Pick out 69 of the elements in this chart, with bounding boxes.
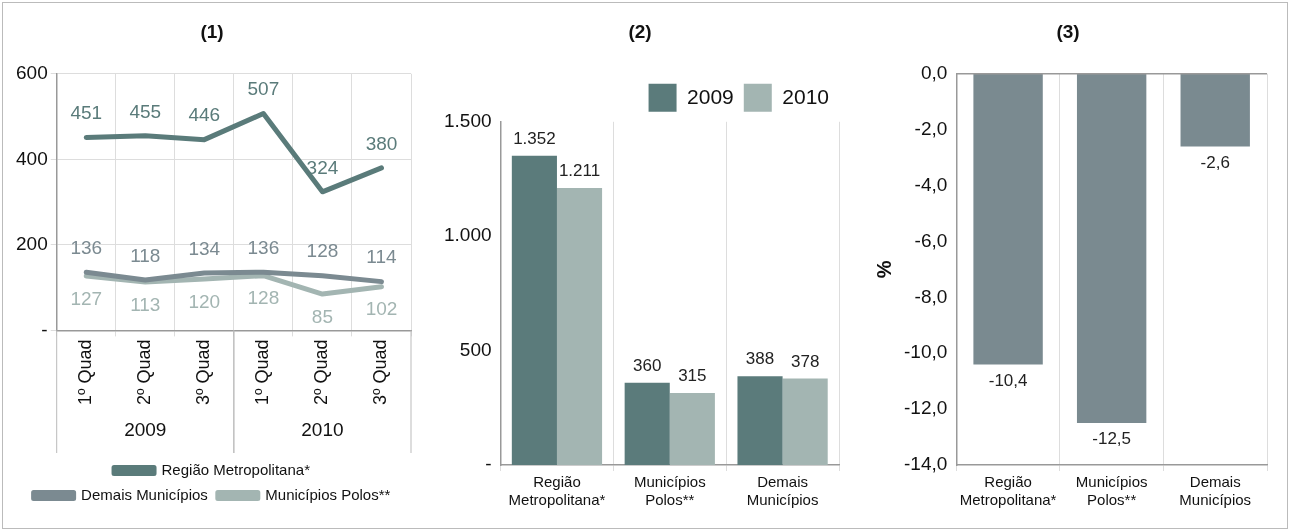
x-tick-label: Região Metropolitana* — [959, 473, 1057, 509]
data-label: 1.211 — [558, 161, 601, 181]
data-label: 380 — [365, 132, 398, 154]
data-label: 134 — [188, 237, 221, 259]
y-axis-title: % — [872, 260, 895, 279]
bar — [556, 187, 603, 465]
data-label: 315 — [678, 366, 707, 386]
y-tick-label: -8,0 — [914, 285, 948, 307]
y-tick-label: 600 — [16, 62, 48, 84]
data-label: 136 — [247, 236, 280, 258]
y-tick-label: 200 — [16, 233, 48, 255]
data-label: 507 — [247, 78, 280, 100]
x-tick-label: 3º Quad — [370, 339, 391, 406]
bar — [624, 382, 670, 465]
y-tick-label: 500 — [459, 338, 492, 360]
legend-label: Região Metropolitana* — [161, 460, 311, 478]
bar — [669, 392, 715, 465]
data-label: 378 — [790, 351, 820, 371]
chart-title: (1) — [200, 20, 224, 42]
y-tick-label: 400 — [16, 147, 48, 169]
data-label: -10,4 — [988, 370, 1028, 390]
bar — [782, 378, 828, 465]
y-tick-label: -2,0 — [914, 117, 948, 139]
data-label: -2,6 — [1200, 152, 1230, 172]
data-label: 451 — [70, 102, 103, 124]
data-label: 360 — [633, 355, 662, 375]
data-label: 118 — [130, 244, 161, 266]
data-label: 128 — [247, 287, 280, 309]
data-label: 136 — [70, 236, 103, 258]
legend-label: 2009 — [687, 84, 734, 108]
x-tick-label: 1º Quad — [252, 339, 273, 406]
x-tick-label: 2º Quad — [134, 339, 155, 406]
y-tick-label: -10,0 — [903, 341, 948, 363]
x-tick-label: Região Metropolitana* — [508, 473, 606, 509]
x-tick-label: Demais Municípios — [1179, 473, 1252, 509]
bar — [737, 376, 783, 465]
y-tick-label: 1.500 — [444, 110, 492, 132]
data-label: 113 — [130, 293, 161, 315]
y-tick-label: - — [485, 453, 492, 475]
x-tick-label: Municípios Polos** — [633, 473, 706, 509]
bar — [511, 155, 557, 465]
data-label: -12,5 — [1092, 429, 1132, 449]
text: 2009 — [124, 419, 167, 441]
x-tick-label: 3º Quad — [193, 339, 214, 406]
y-tick-label: -4,0 — [914, 173, 948, 195]
data-label: 1.352 — [513, 128, 556, 148]
y-tick-label: 0,0 — [920, 62, 948, 84]
text: 2010 — [301, 419, 344, 441]
y-tick-label: -12,0 — [903, 397, 948, 419]
y-tick-label: - — [41, 318, 48, 340]
x-tick-label: Municípios Polos** — [1075, 473, 1148, 509]
legend-label: 2010 — [782, 84, 829, 108]
data-label: 102 — [365, 298, 398, 320]
data-label: 455 — [129, 100, 162, 122]
y-tick-label: -14,0 — [903, 453, 948, 475]
data-label: 128 — [306, 240, 339, 262]
data-label: 388 — [745, 349, 775, 369]
y-tick-label: 1.000 — [444, 224, 492, 246]
data-label: 446 — [188, 104, 221, 126]
chart-title: (3) — [1056, 20, 1080, 42]
data-label: 120 — [188, 290, 221, 312]
data-label: 114 — [366, 246, 398, 268]
chart-title: (2) — [628, 20, 652, 42]
x-tick-label: 2º Quad — [311, 339, 332, 406]
x-tick-label: 1º Quad — [75, 339, 96, 406]
x-tick-label: Demais Municípios — [746, 473, 819, 509]
y-tick-label: -6,0 — [914, 229, 948, 251]
data-label: 85 — [311, 305, 333, 327]
data-label: 127 — [70, 287, 103, 309]
